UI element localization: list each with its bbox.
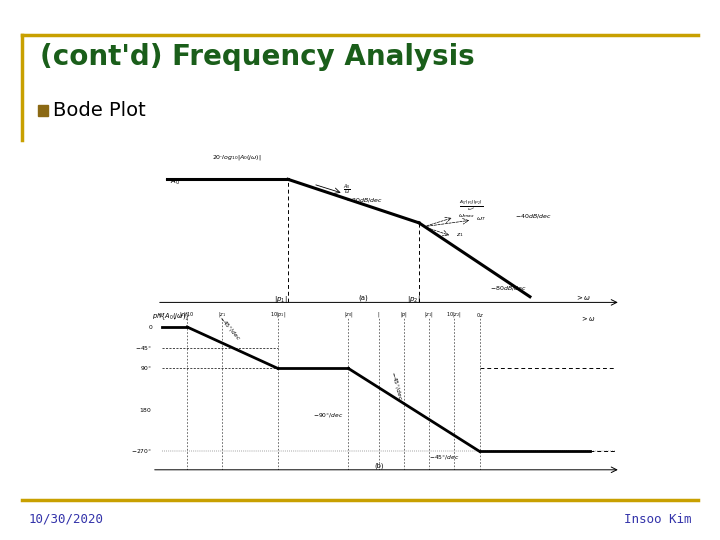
Text: Insoo Kim: Insoo Kim: [624, 513, 691, 526]
Text: (a): (a): [359, 294, 369, 301]
Text: $|p_2|$: $|p_2|$: [408, 294, 420, 305]
Text: $|$: $|$: [377, 310, 380, 319]
Text: $180$: $180$: [139, 406, 152, 414]
Text: $|z_0|$: $|z_0|$: [343, 310, 354, 319]
Text: $\omega_{max}$: $\omega_{max}$: [459, 212, 475, 220]
Text: $-80dB/dec$: $-80dB/dec$: [490, 284, 526, 292]
Text: $-90°/dec$: $-90°/dec$: [313, 411, 343, 420]
Text: Bode Plot: Bode Plot: [53, 101, 145, 120]
Text: $-20dB/dec$: $-20dB/dec$: [346, 195, 383, 204]
Text: $\omega_T$: $\omega_T$: [476, 215, 486, 223]
Text: $0°$: $0°$: [158, 310, 166, 319]
Text: $-45°$: $-45°$: [135, 344, 152, 352]
Text: $z_1$: $z_1$: [456, 231, 464, 239]
Text: $90°$: $90°$: [140, 364, 152, 373]
Text: $|z_1|$: $|z_1|$: [424, 310, 434, 319]
Text: $|p_1|$: $|p_1|$: [274, 294, 287, 305]
Text: (cont'd) Frequency Analysis: (cont'd) Frequency Analysis: [40, 43, 474, 71]
Text: $-45°/dec$: $-45°/dec$: [429, 453, 459, 461]
Text: $-40dB/dec$: $-40dB/dec$: [515, 212, 552, 220]
Text: $ph\{A_0(j\omega)\}$: $ph\{A_0(j\omega)\}$: [152, 312, 190, 322]
Text: $10|p_1|$: $10|p_1|$: [270, 310, 286, 319]
Text: $|z_1$: $|z_1$: [218, 310, 227, 319]
Text: (b): (b): [374, 462, 384, 469]
Text: $|z|/10$: $|z|/10$: [179, 310, 195, 319]
Text: $\frac{A_0{\cdot}|p_1||p_2|}{\omega^2}$: $\frac{A_0{\cdot}|p_1||p_2|}{\omega^2}$: [459, 199, 484, 213]
Text: $> \omega$: $> \omega$: [575, 293, 591, 301]
Text: $A_0$: $A_0$: [170, 177, 179, 187]
Text: $0 z$: $0 z$: [476, 310, 483, 319]
Text: 0: 0: [148, 325, 152, 329]
Text: $20{\cdot}log_{10}|A_0(j\omega)|$: $20{\cdot}log_{10}|A_0(j\omega)|$: [212, 153, 262, 163]
Text: $|p|$: $|p|$: [400, 310, 408, 319]
Text: 10/30/2020: 10/30/2020: [29, 513, 104, 526]
Text: $> \omega$: $> \omega$: [580, 314, 595, 323]
Text: $-270°$: $-270°$: [131, 447, 152, 455]
Text: $10|z_2|$: $10|z_2|$: [446, 310, 462, 319]
Text: $\frac{A_0}{\omega}$: $\frac{A_0}{\omega}$: [343, 183, 351, 197]
Text: $-45°/dec$: $-45°/dec$: [389, 369, 405, 401]
Bar: [38, 105, 48, 116]
Text: $-45°/dec$: $-45°/dec$: [217, 314, 243, 342]
